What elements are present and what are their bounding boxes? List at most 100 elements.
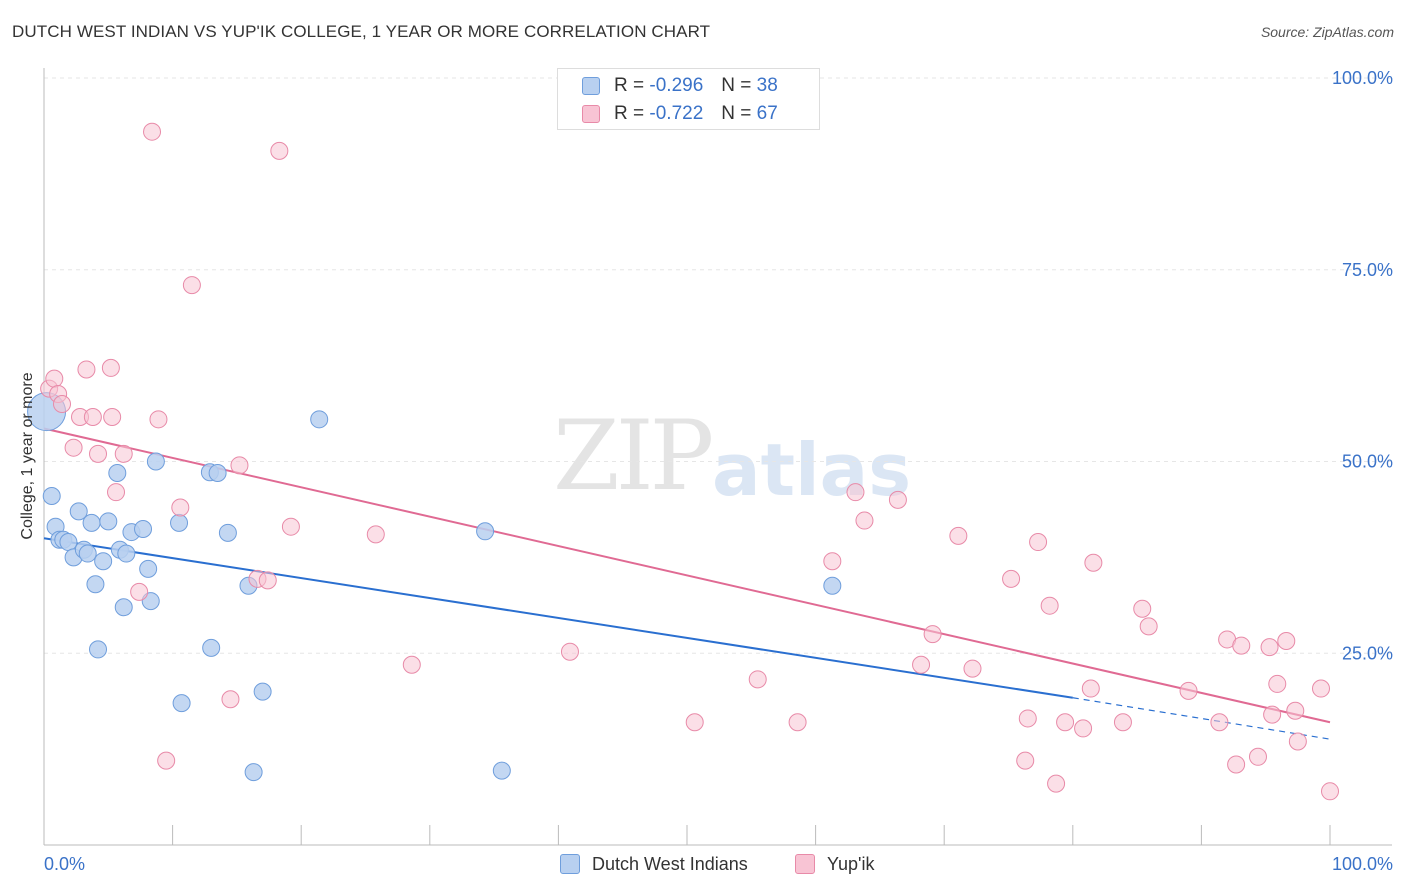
point-yupik	[1179, 681, 1198, 700]
point-yupik	[888, 490, 907, 509]
y-tick-label: 25.0%	[1342, 643, 1393, 663]
point-yupik	[1286, 701, 1305, 720]
point-yupik	[221, 690, 240, 709]
point-yupik	[1232, 636, 1251, 655]
point-dutch-west-indian	[244, 763, 263, 782]
point-yupik	[1056, 713, 1075, 732]
point-dutch-west-indian	[59, 533, 78, 552]
point-yupik	[1268, 674, 1287, 693]
point-dutch-west-indian	[823, 576, 842, 595]
point-yupik	[1040, 596, 1059, 615]
point-yupik	[1311, 679, 1330, 698]
point-dutch-west-indian	[492, 761, 511, 780]
point-yupik	[1288, 732, 1307, 751]
y-axis-label: College, 1 year or more	[19, 372, 36, 540]
point-yupik	[149, 410, 168, 429]
point-dutch-west-indian	[218, 523, 237, 542]
point-yupik	[77, 360, 96, 379]
point-yupik	[912, 655, 931, 674]
point-dutch-west-indian	[117, 544, 136, 563]
point-yupik	[788, 713, 807, 732]
y-tick-label: 100.0%	[1332, 68, 1393, 88]
point-yupik	[366, 525, 385, 544]
point-yupik	[1248, 747, 1267, 766]
data-points	[27, 122, 1339, 801]
series-swatch-pink	[795, 854, 815, 874]
x-tick-label: 100.0%	[1332, 854, 1393, 874]
point-yupik	[846, 483, 865, 502]
point-yupik	[143, 122, 162, 141]
x-tick-label: 0.0%	[44, 854, 85, 874]
point-yupik	[1210, 713, 1229, 732]
point-dutch-west-indian	[172, 694, 191, 713]
point-yupik	[107, 483, 126, 502]
point-dutch-west-indian	[134, 519, 153, 538]
point-yupik	[1227, 755, 1246, 774]
y-tick-label: 50.0%	[1342, 452, 1393, 472]
point-yupik	[64, 438, 83, 457]
point-dutch-west-indian	[139, 559, 158, 578]
point-dutch-west-indian	[89, 640, 108, 659]
point-dutch-west-indian	[202, 638, 221, 657]
series-legend-yupik: Yup'ik	[795, 850, 874, 878]
point-yupik	[53, 394, 72, 413]
point-yupik	[560, 642, 579, 661]
point-yupik	[855, 511, 874, 530]
point-dutch-west-indian	[42, 487, 61, 506]
point-yupik	[1016, 751, 1035, 770]
point-yupik	[1260, 638, 1279, 657]
point-dutch-west-indian	[86, 575, 105, 594]
legend-swatch-blue	[582, 77, 600, 95]
legend-r-label: R =	[614, 75, 645, 96]
point-dutch-west-indian	[146, 452, 165, 471]
point-yupik	[157, 751, 176, 770]
point-yupik	[923, 625, 942, 644]
source-label: Source: ZipAtlas.com	[1260, 24, 1394, 40]
legend-n-label: N =	[721, 75, 752, 96]
y-tick-label: 75.0%	[1342, 260, 1393, 280]
legend-r-label: R =	[614, 103, 645, 124]
legend-row-pink: R = -0.722 N = 67	[582, 101, 778, 127]
point-yupik	[748, 670, 767, 689]
trend-line-pink	[43, 427, 1331, 724]
point-yupik	[823, 552, 842, 571]
trend-lines	[43, 427, 1331, 740]
point-dutch-west-indian	[170, 513, 189, 532]
point-yupik	[1277, 631, 1296, 650]
point-yupik	[949, 526, 968, 545]
point-yupik	[1002, 569, 1021, 588]
series-name-blue: Dutch West Indians	[592, 853, 748, 874]
point-yupik	[1029, 533, 1048, 552]
legend-n-label: N =	[721, 103, 752, 124]
legend-swatch-pink	[582, 105, 600, 123]
legend-n-value-blue: 38	[756, 75, 778, 96]
point-yupik	[1113, 713, 1132, 732]
point-yupik	[1139, 617, 1158, 636]
point-yupik	[685, 713, 704, 732]
point-yupik	[101, 358, 120, 377]
point-yupik	[1081, 679, 1100, 698]
point-yupik	[103, 408, 122, 427]
legend-n-value-pink: 67	[756, 103, 778, 124]
point-dutch-west-indian	[82, 513, 101, 532]
point-yupik	[281, 517, 300, 536]
series-name-pink: Yup'ik	[827, 853, 875, 874]
tick-labels: 25.0% 50.0% 75.0% 100.0% 0.0% 100.0%	[44, 68, 1393, 874]
correlation-legend: R = -0.296 N = 38 R = -0.722 N = 67	[557, 68, 820, 130]
point-yupik	[130, 582, 149, 601]
point-yupik	[1321, 782, 1339, 801]
legend-row-blue: R = -0.296 N = 38	[582, 73, 778, 99]
point-dutch-west-indian	[69, 502, 88, 521]
point-yupik	[258, 571, 277, 590]
axes	[43, 68, 1392, 846]
point-dutch-west-indian	[310, 410, 329, 429]
point-yupik	[45, 369, 64, 388]
watermark-atlas: atlas	[712, 428, 912, 512]
point-dutch-west-indian	[99, 512, 118, 531]
point-dutch-west-indian	[108, 464, 127, 483]
legend-r-value-pink: -0.722	[649, 103, 704, 124]
point-yupik	[1018, 709, 1037, 728]
point-dutch-west-indian	[78, 544, 97, 563]
series-legend-dutch-west-indians: Dutch West Indians	[560, 850, 748, 878]
